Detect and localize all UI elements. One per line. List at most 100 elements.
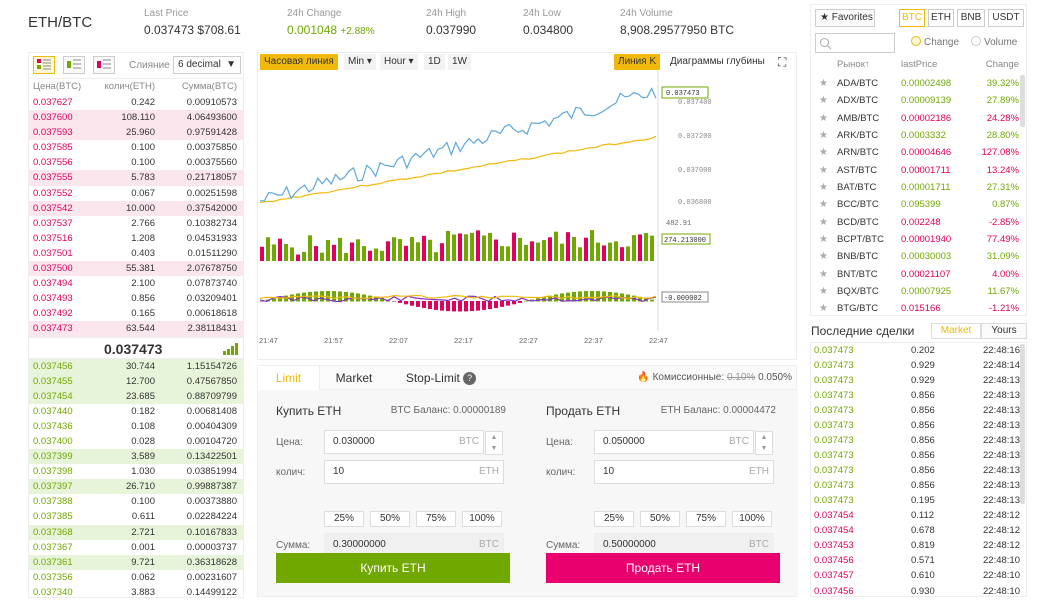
order-book-row[interactable]: 0.037398 1.030 0.03851994 [29, 464, 243, 479]
market-row[interactable]: ★ BCPT/BTC 0.00001940 77.49% [811, 231, 1021, 248]
market-row[interactable]: ★ BNB/BTC 0.00030003 31.09% [811, 248, 1021, 265]
order-book-row[interactable]: 0.037494 2.100 0.07873740 [29, 276, 243, 291]
market-row[interactable]: ★ BQX/BTC 0.00007925 11.67% [811, 283, 1021, 300]
order-book-row[interactable]: 0.037516 1.208 0.04531933 [29, 231, 243, 246]
order-book-row[interactable]: 0.037492 0.165 0.00618618 [29, 306, 243, 321]
market-row[interactable]: ★ BAT/BTC 0.00001711 27.31% [811, 179, 1021, 196]
star-icon[interactable]: ★ [819, 182, 828, 194]
market-row[interactable]: ★ ADA/BTC 0.00002498 39.32% [811, 75, 1021, 92]
order-book-row[interactable]: 0.037593 25.960 0.97591428 [29, 125, 243, 141]
market-row[interactable]: ★ AST/BTC 0.00001711 13.24% [811, 162, 1021, 179]
order-book-row[interactable]: 0.037493 0.856 0.03209401 [29, 291, 243, 306]
order-book-row[interactable]: 0.037501 0.403 0.01511290 [29, 246, 243, 261]
trades-scrollbar[interactable] [1020, 344, 1025, 504]
tab-stop-limit[interactable]: Stop-Limit ? [388, 366, 494, 390]
order-book-row[interactable]: 0.037500 55.381 2.07678750 [29, 261, 243, 277]
sell-qty-input[interactable]: 10 ETH [594, 460, 774, 484]
order-book-row[interactable]: 0.037397 26.710 0.99887387 [29, 479, 243, 495]
market-row[interactable]: ★ BCD/BTC 0.002248 -2.85% [811, 214, 1021, 231]
buy-price-input[interactable]: 0.030000 BTC ▲ ▼ [324, 430, 503, 455]
trades-market-tab[interactable]: Market [931, 323, 981, 339]
sort-change-radio[interactable]: Change [911, 36, 959, 48]
interval-1d-button[interactable]: 1D [424, 54, 445, 70]
market-row[interactable]: ★ BTG/BTC 0.015166 -1.21% [811, 300, 1021, 315]
order-book-row[interactable]: 0.037361 9.721 0.36318628 [29, 554, 243, 570]
book-view-asks-button[interactable] [93, 56, 115, 74]
order-book-row[interactable]: 0.037368 2.721 0.10167833 [29, 524, 243, 540]
market-search-input[interactable] [815, 33, 895, 53]
favorites-button[interactable]: ★ Favorites [815, 9, 875, 27]
interval-min-select[interactable]: Min ▾ [344, 54, 376, 70]
order-book-row[interactable]: 0.037556 0.100 0.00375560 [29, 155, 243, 170]
order-book-row[interactable]: 0.037440 0.182 0.00681408 [29, 404, 243, 419]
order-book-row[interactable]: 0.037388 0.100 0.00373880 [29, 494, 243, 509]
buy-qty-input[interactable]: 10 ETH [324, 460, 504, 484]
order-book-row[interactable]: 0.037455 12.700 0.47567850 [29, 373, 243, 389]
star-icon[interactable]: ★ [819, 303, 828, 315]
star-icon[interactable]: ★ [819, 78, 828, 89]
tab-hour-line[interactable]: Часовая линия [260, 54, 338, 70]
book-view-both-button[interactable] [33, 56, 55, 74]
buy-price-stepper[interactable]: ▲ ▼ [485, 431, 503, 455]
star-icon[interactable]: ★ [819, 147, 828, 159]
fullscreen-icon[interactable]: ⛶ [778, 55, 787, 69]
col-last-price[interactable]: lastPrice [901, 59, 938, 70]
order-book-row[interactable]: 0.037585 0.100 0.00375850 [29, 140, 243, 155]
market-row[interactable]: ★ AMB/BTC 0.00002186 24.28% [811, 110, 1021, 127]
quote-usdt-tab[interactable]: USDT [988, 9, 1024, 27]
order-book-row[interactable]: 0.037454 23.685 0.88709799 [29, 388, 243, 404]
order-book-row[interactable]: 0.037552 0.067 0.00251598 [29, 186, 243, 201]
star-icon[interactable]: ★ [819, 216, 828, 228]
market-row[interactable]: ★ BNT/BTC 0.00021107 4.00% [811, 266, 1021, 283]
star-icon[interactable]: ★ [819, 130, 828, 142]
market-scrollbar[interactable] [1020, 75, 1025, 127]
order-book-row[interactable]: 0.037600 108.110 4.06493600 [29, 110, 243, 126]
star-icon[interactable]: ★ [819, 251, 828, 263]
order-book-row[interactable]: 0.037537 2.766 0.10382734 [29, 216, 243, 231]
order-book-row[interactable]: 0.037555 5.783 0.21718057 [29, 170, 243, 186]
col-market[interactable]: Рынок↑ [837, 59, 870, 70]
quote-eth-tab[interactable]: ETH [928, 9, 954, 27]
sell-price-input[interactable]: 0.050000 BTC ▲ ▼ [594, 430, 773, 455]
order-book-row[interactable]: 0.037385 0.611 0.02284224 [29, 509, 243, 524]
market-row[interactable]: ★ ARN/BTC 0.00004646 127.08% [811, 144, 1021, 161]
order-book-row[interactable]: 0.037399 3.589 0.13422501 [29, 449, 243, 465]
sell-pct-100-button[interactable]: 100% [732, 511, 772, 527]
buy-button[interactable]: Купить ETH [276, 553, 510, 583]
sell-pct-25-button[interactable]: 25% [594, 511, 634, 527]
help-icon[interactable]: ? [463, 372, 477, 385]
buy-pct-50-button[interactable]: 50% [370, 511, 410, 527]
order-book-row[interactable]: 0.037356 0.062 0.00231607 [29, 570, 243, 585]
trades-yours-tab[interactable]: Yours [981, 323, 1027, 339]
tab-limit[interactable]: Limit [258, 366, 320, 390]
quote-btc-tab[interactable]: BTC [899, 9, 925, 27]
order-book-row[interactable]: 0.037400 0.028 0.00104720 [29, 434, 243, 449]
star-icon[interactable]: ★ [819, 199, 828, 211]
buy-pct-75-button[interactable]: 75% [416, 511, 456, 527]
order-book-row[interactable]: 0.037542 10.000 0.37542000 [29, 200, 243, 216]
sell-button[interactable]: Продать ETH [546, 553, 780, 583]
interval-1w-button[interactable]: 1W [448, 54, 471, 70]
sell-pct-50-button[interactable]: 50% [640, 511, 680, 527]
tab-depth-chart[interactable]: Диаграммы глубины [670, 56, 765, 67]
star-icon[interactable]: ★ [819, 234, 828, 246]
tab-market[interactable]: Market [335, 371, 373, 385]
quote-bnb-tab[interactable]: BNB [957, 9, 985, 27]
sort-volume-radio[interactable]: Volume [971, 36, 1017, 48]
star-icon[interactable]: ★ [819, 164, 828, 176]
order-book-row[interactable]: 0.037627 0.242 0.00910573 [29, 95, 243, 110]
decimal-select[interactable]: 6 decimal ▼ [173, 56, 241, 74]
market-row[interactable]: ★ BCC/BTC 0.095399 0.87% [811, 196, 1021, 213]
order-book-row[interactable]: 0.037436 0.108 0.00404309 [29, 419, 243, 434]
star-icon[interactable]: ★ [819, 268, 828, 280]
order-book-row[interactable]: 0.037473 63.544 2.38118431 [29, 321, 243, 337]
order-book-row[interactable]: 0.037367 0.001 0.00003737 [29, 540, 243, 555]
sell-pct-75-button[interactable]: 75% [686, 511, 726, 527]
star-icon[interactable]: ★ [819, 112, 828, 124]
buy-pct-25-button[interactable]: 25% [324, 511, 364, 527]
market-row[interactable]: ★ ADX/BTC 0.00009139 27.89% [811, 92, 1021, 109]
sell-price-stepper[interactable]: ▲ ▼ [755, 431, 773, 455]
book-view-bids-button[interactable] [63, 56, 85, 74]
tab-candle-line[interactable]: Линия K [614, 54, 661, 70]
interval-hour-select[interactable]: Hour ▾ [380, 54, 418, 70]
